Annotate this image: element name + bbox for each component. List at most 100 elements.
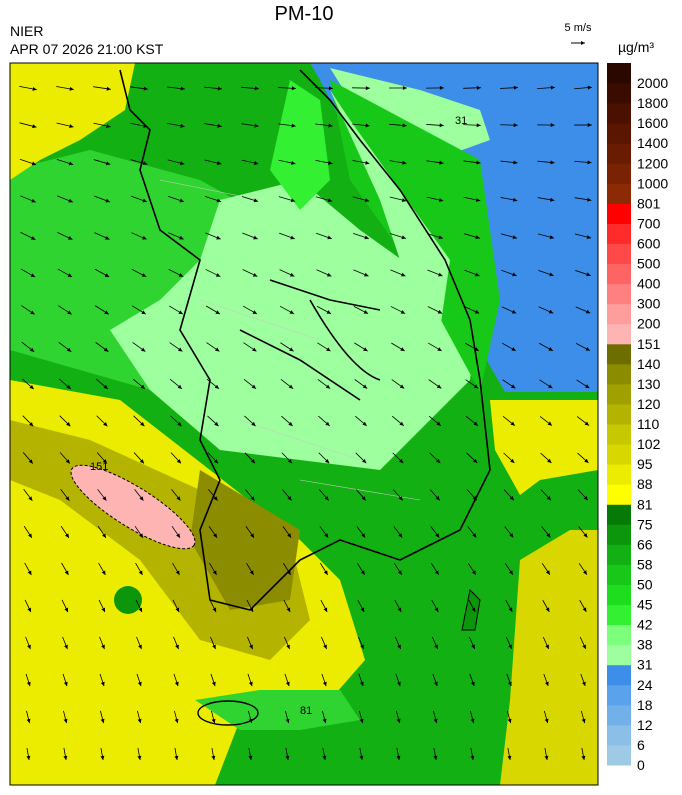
wind-arrow-head <box>138 644 142 650</box>
wind-arrow-head <box>252 272 258 277</box>
wind-arrow-head <box>63 755 68 761</box>
colorbar-bin <box>607 504 631 525</box>
wind-arrow-head <box>212 570 217 575</box>
colorbar-bin <box>607 724 631 746</box>
field <box>490 400 598 495</box>
colorbar-bin <box>607 183 631 204</box>
wind-arrow-head <box>476 160 481 165</box>
wind-arrow-head <box>549 272 554 277</box>
wind-arrow-head <box>510 458 515 463</box>
colorbar-label: 1200 <box>637 155 668 171</box>
wind-arrow-head <box>434 570 439 575</box>
colorbar-bin <box>607 283 631 305</box>
colorbar-bin <box>607 744 631 766</box>
wind-arrow-head <box>398 533 403 538</box>
wind-arrow-head <box>176 533 181 538</box>
wind-arrow-head <box>31 198 36 203</box>
wind-arrow-head <box>507 681 512 687</box>
wind-arrow-head <box>139 459 144 464</box>
wind-arrow-head <box>512 272 517 277</box>
wind-arrow-head <box>139 533 143 538</box>
wind-arrow-head <box>290 198 296 203</box>
unit: µg/m³ <box>618 39 654 55</box>
colorbar-bin <box>607 343 631 365</box>
wind-arrow-head <box>548 309 554 314</box>
wind-arrow-head <box>509 495 514 501</box>
wind-arrow-head <box>439 123 444 128</box>
wind-arrow-head <box>254 123 259 128</box>
wind-arrow-head <box>365 86 370 91</box>
colorbar-bin <box>607 263 631 285</box>
coastline <box>119 69 491 611</box>
wind-arrow-head <box>64 644 68 650</box>
wind-arrow-head <box>585 309 591 314</box>
wind-arrow-head <box>100 755 105 761</box>
wind-arrow-head <box>474 309 480 314</box>
wind-arrow-head <box>177 384 182 389</box>
colorbar-bin <box>607 143 631 164</box>
wind-arrow-head <box>583 533 588 538</box>
wind-arrow-head <box>581 718 586 724</box>
wind-arrow-head <box>103 422 108 427</box>
wind-arrow-head <box>291 160 296 165</box>
colorbar-label: 2000 <box>637 75 668 91</box>
colorbar-label: 300 <box>637 296 661 312</box>
wind-arrow-head <box>213 496 218 501</box>
wind-arrow-head <box>289 310 294 314</box>
wind-arrow-head <box>397 644 401 650</box>
wind-arrow-head <box>473 384 479 389</box>
wind-arrow-head <box>64 607 68 613</box>
wind-arrow-head <box>254 161 259 165</box>
wind-arrow-head <box>104 310 109 315</box>
wind-arrow-head <box>106 86 111 91</box>
wind-arrow-head <box>63 681 68 687</box>
wind-arrow-head <box>585 347 590 351</box>
field <box>500 530 598 785</box>
wind-arrow-head <box>69 86 74 91</box>
wind-arrow-head <box>105 198 110 203</box>
wind-arrow-head <box>400 347 405 352</box>
contour-labels: 31 81 151 <box>90 115 467 717</box>
colorbar-label: 110 <box>637 416 660 432</box>
wind-arrow-head <box>100 718 105 724</box>
colorbar-bin <box>607 444 631 465</box>
wind-arrow-head <box>102 459 107 464</box>
wind-arrow-head <box>507 718 512 724</box>
wind-arrow-head <box>359 681 364 687</box>
wind-arrow-head <box>513 160 518 165</box>
agency: NIER <box>10 23 43 39</box>
wind-arrow-head <box>401 198 407 202</box>
wind-arrow-head <box>28 459 33 464</box>
colorbar-bin <box>607 363 631 385</box>
wind-arrow-head <box>177 421 182 427</box>
wind-arrow-head <box>27 533 32 538</box>
wind-arrow-head <box>323 644 327 650</box>
colorbar-bin <box>607 403 631 425</box>
wind-arrow-head <box>363 310 369 314</box>
wind-arrow-head <box>546 533 551 538</box>
wind-arrow-head <box>512 235 517 240</box>
wind-arrow-head <box>545 570 550 575</box>
wind-arrow-head <box>360 607 365 612</box>
boundary <box>239 279 381 401</box>
wind-arrow-head <box>473 458 478 464</box>
wind-arrow-head <box>29 347 35 352</box>
wind-arrow-head <box>211 718 216 724</box>
wind-arrow-head <box>401 235 406 240</box>
colorbar-bin <box>607 664 631 686</box>
wind-arrow-head <box>361 533 366 538</box>
datetime: APR 07 2026 21:00 KST <box>10 41 164 57</box>
wind-arrow-head <box>326 272 332 277</box>
wind-arrow-head <box>142 235 147 240</box>
wind-arrow-head <box>178 273 184 277</box>
wind-arrow-head <box>29 384 34 390</box>
wind-arrow-head <box>289 347 294 352</box>
wind-arrow-head <box>103 347 109 352</box>
wind-arrow-head <box>140 384 145 389</box>
wind-arrow-head <box>102 496 107 501</box>
wind-arrow-head <box>287 459 293 464</box>
wind-arrow-head <box>137 755 142 761</box>
wind-arrow-head <box>104 273 110 277</box>
field <box>10 63 135 180</box>
